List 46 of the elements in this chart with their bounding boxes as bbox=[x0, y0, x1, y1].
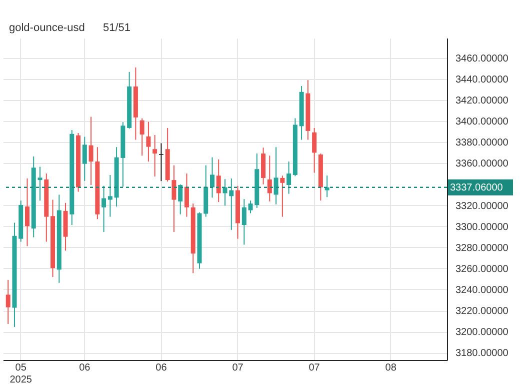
y-tick-label: 3260.00000 bbox=[456, 264, 509, 275]
y-tick-label: 3380.00000 bbox=[456, 138, 509, 149]
candlestick bbox=[38, 166, 42, 202]
y-tick-label: 3180.00000 bbox=[456, 348, 509, 360]
candlestick bbox=[324, 175, 330, 198]
y-tick-label: 3280.00000 bbox=[456, 242, 509, 254]
candlestick bbox=[178, 184, 183, 215]
candlestick bbox=[24, 178, 30, 247]
y-tick-label: 3440.00000 bbox=[456, 74, 509, 86]
x-tick-label: 05 2025 bbox=[10, 362, 32, 386]
y-tick-label: 3200.00000 bbox=[456, 327, 509, 338]
candlestick bbox=[82, 136, 87, 182]
candlestick bbox=[152, 134, 158, 177]
y-tick-label: 3240.00000 bbox=[456, 284, 509, 296]
candlestick bbox=[267, 155, 272, 202]
candlestick bbox=[216, 158, 221, 203]
candlestick bbox=[6, 279, 10, 325]
candlestick bbox=[172, 164, 176, 233]
candlestick bbox=[274, 146, 278, 205]
candlestick bbox=[102, 185, 106, 233]
y-tick-label: 3460.00000 bbox=[456, 53, 509, 64]
chart-title: gold-ounce-usd bbox=[9, 22, 85, 34]
ref-line-label: 3337.06000 bbox=[450, 182, 504, 194]
y-tick-label: 3300.00000 bbox=[456, 222, 509, 233]
candlestick bbox=[108, 174, 112, 218]
candlestick bbox=[312, 127, 317, 174]
x-tick-label: 07 bbox=[308, 362, 320, 374]
y-tick-label: 3420.00000 bbox=[456, 96, 509, 107]
candlestick bbox=[184, 173, 189, 218]
x-tick-label: 06 bbox=[156, 362, 168, 374]
candlestick bbox=[242, 198, 246, 246]
y-tick-label: 3220.00000 bbox=[456, 306, 509, 318]
text: 51/51 bbox=[103, 22, 131, 34]
y-tick-label: 3360.00000 bbox=[456, 158, 509, 170]
candlestick bbox=[146, 121, 151, 162]
candlestick bbox=[210, 156, 214, 198]
y-tick-label: 3320.00000 bbox=[456, 200, 509, 212]
candlestick bbox=[140, 118, 144, 156]
x-tick-label: 06 bbox=[79, 362, 91, 374]
candlestick bbox=[286, 161, 292, 194]
candlestick bbox=[88, 116, 94, 186]
y-tick-label: 3400.00000 bbox=[456, 116, 509, 128]
candlestick bbox=[158, 142, 164, 182]
x-tick-label: 07 bbox=[232, 362, 244, 374]
candlestick bbox=[280, 175, 285, 218]
x-tick-label: 08 bbox=[385, 362, 397, 374]
